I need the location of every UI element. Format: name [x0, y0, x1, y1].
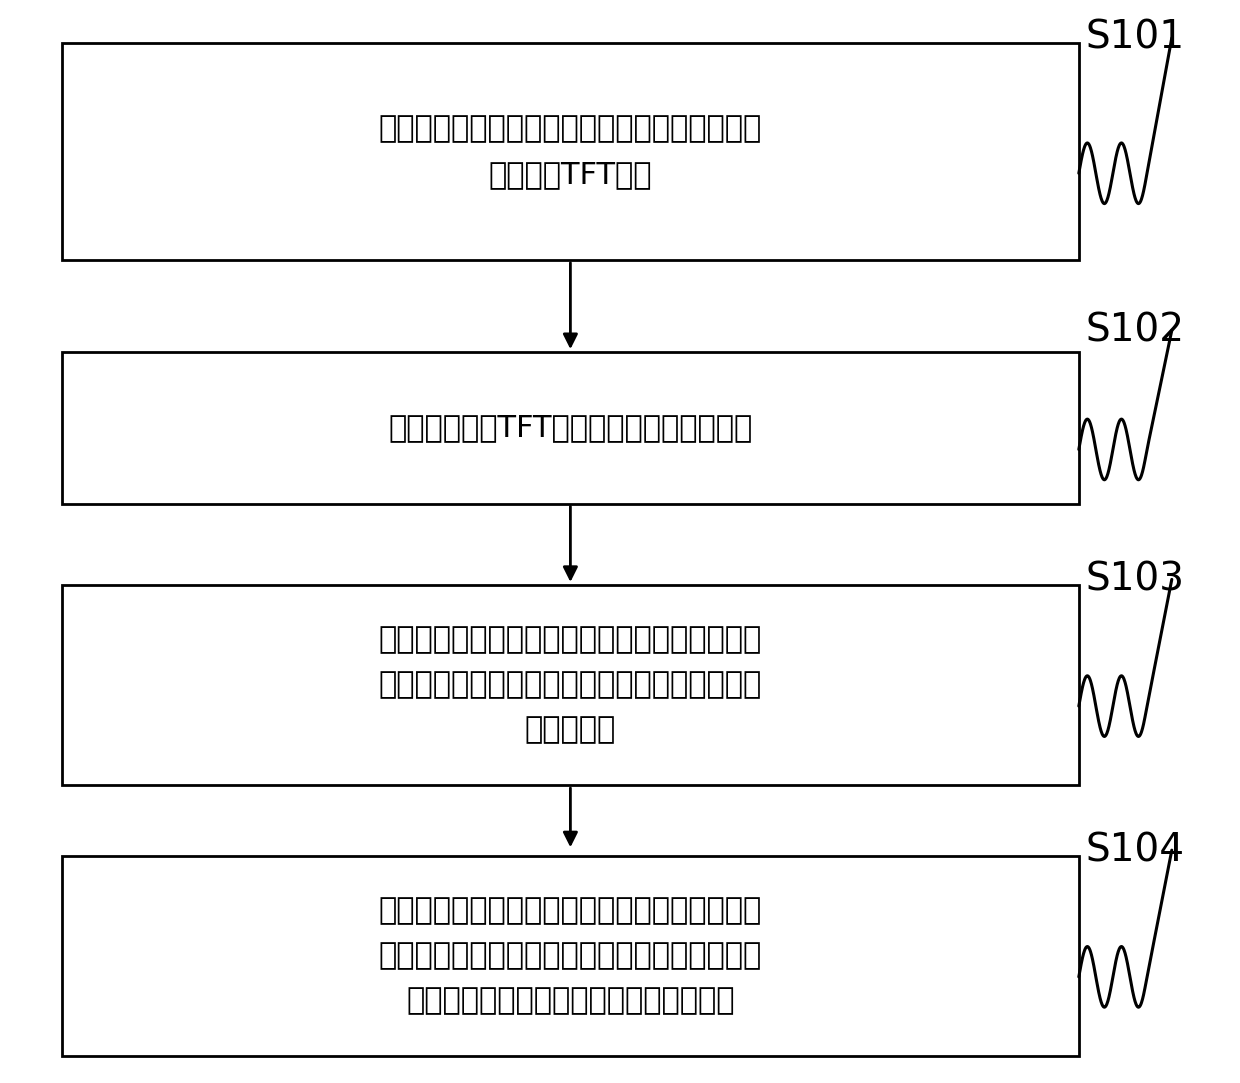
Text: S102: S102 — [1085, 311, 1184, 350]
Bar — [62, 585, 1079, 785]
Text: S103: S103 — [1085, 560, 1184, 599]
Text: S101: S101 — [1085, 18, 1184, 57]
Text: 对具有掩膜的第一电极层进行刻蚀形成多个第一
电极，其中，在所述刻蚀的过程中，所述填充图
案覆盖的所述第一电极层部分或全部刻蚀: 对具有掩膜的第一电极层进行刻蚀形成多个第一 电极，其中，在所述刻蚀的过程中，所述… — [378, 896, 763, 1016]
Text: S104: S104 — [1085, 831, 1184, 870]
Bar — [62, 43, 1079, 260]
Text: 提供一基板，所述基板包括衬底以及位于所述衬
底表面的TFT阵列: 提供一基板，所述基板包括衬底以及位于所述衬 底表面的TFT阵列 — [378, 115, 763, 188]
Text: 在所述基板的TFT阵列表面形成第一电极层: 在所述基板的TFT阵列表面形成第一电极层 — [388, 414, 753, 442]
Bar — [62, 352, 1079, 504]
Bar — [62, 856, 1079, 1056]
Text: 在所述第一电极层表面形成具有多个第一电极图
案和位于所述第一电极图案之间的至少一个填充
图案的掩膜: 在所述第一电极层表面形成具有多个第一电极图 案和位于所述第一电极图案之间的至少一… — [378, 625, 763, 745]
